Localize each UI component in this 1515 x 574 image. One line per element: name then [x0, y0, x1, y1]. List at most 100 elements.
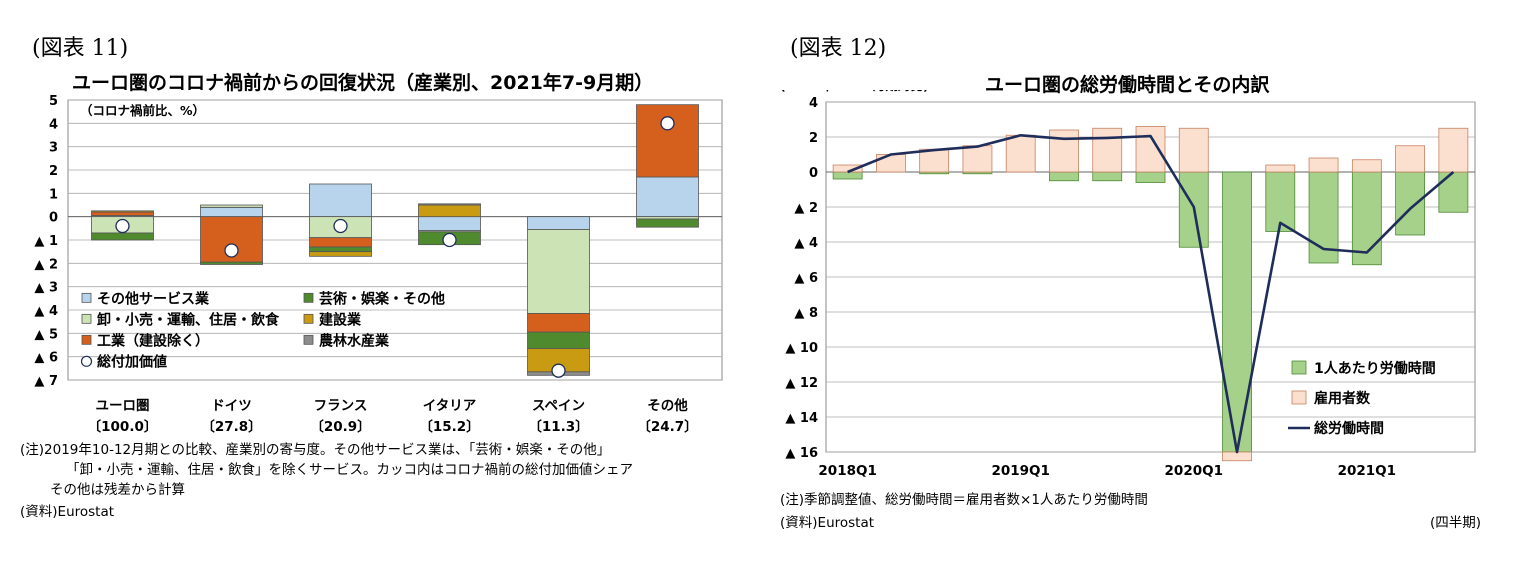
legend-swatch [81, 292, 92, 303]
total-marker [660, 116, 675, 131]
y-tick-label: 4 [809, 96, 818, 111]
y-tick-label: ▲ 1 [34, 234, 58, 249]
bar-segment [91, 210, 154, 213]
bar-segment [636, 176, 699, 218]
y-tick-label: 3 [49, 141, 58, 156]
bar-segment [1222, 171, 1252, 453]
bar-segment [919, 148, 950, 173]
bar-segment [832, 171, 863, 180]
figure-12-label: (図表 12) [790, 36, 887, 61]
x-tick-label: 2020Q1 [1165, 463, 1223, 479]
figure-12-source: (資料)Eurostat [780, 515, 875, 531]
bar-segment [527, 216, 590, 230]
legend-swatch [1291, 390, 1307, 405]
bar-segment [876, 154, 906, 173]
y-tick-label: 5 [49, 94, 58, 109]
x-tick-label: 2018Q1 [818, 463, 876, 479]
y-tick-label: ▲ 2 [34, 257, 58, 272]
y-tick-label: ▲ 12 [785, 376, 818, 391]
x-category-label: ユーロ圏 [96, 398, 150, 414]
legend-swatch [303, 313, 314, 324]
labor-hours-chart: 4 2 0 ▲ 2 ▲ 4 ▲ 6 ▲ 8 ▲ 10 ▲ 12 ▲ 14 ▲ 16 (2017年10-… [780, 90, 1476, 479]
bar-segment [1395, 171, 1425, 236]
bar-segment [309, 237, 372, 248]
bar-segment [527, 313, 590, 333]
y-axis-unit: （コロナ禍前比、%） [80, 103, 205, 118]
x-category-share: 〔24.7〕 [637, 419, 697, 435]
legend-label: 総付加価値 [97, 353, 167, 370]
bar-segment [1351, 171, 1382, 266]
figure-12-title: ユーロ圏の総労働時間とその内訳 [985, 74, 1270, 96]
bar-segment [1395, 145, 1425, 173]
x-category-label: イタリア [423, 398, 476, 414]
bar-segment [1438, 171, 1469, 213]
bar-segment [1049, 129, 1079, 173]
bar-segment [1049, 171, 1079, 182]
total-marker [115, 218, 130, 234]
figure-11-note-1: (注)2019年10-12月期との比較、産業別の寄与度。その他サービス業は、「芸… [20, 442, 611, 458]
legend-swatch [303, 334, 314, 345]
x-category-share: 〔20.9〕 [310, 419, 370, 435]
legend-label: 雇用者数 [1314, 390, 1371, 407]
bar-segment [527, 229, 590, 314]
figure-11-note-3: その他は残差から計算 [50, 482, 185, 498]
y-tick-label: ▲ 4 [794, 236, 818, 251]
figure-12-period-label: (四半期) [1430, 515, 1482, 531]
y-tick-label: ▲ 14 [785, 411, 818, 426]
total-marker [333, 218, 348, 234]
figure-11-source: (資料)Eurostat [20, 504, 115, 520]
bar-segment [91, 232, 154, 241]
y-tick-label: 1 [49, 187, 58, 202]
y-tick-label: 0 [809, 166, 818, 181]
y-tick-label: 2 [809, 131, 818, 146]
recovery-by-industry-chart: ▲ 7 ▲ 6 ▲ 5 ▲ 4 ▲ 3 ▲ 2 ▲ 1 0 1 2 3 4 5 （コロナ禍前比、%） ユーロ… [34, 94, 723, 435]
x-tick-label: 2021Q1 [1338, 463, 1396, 479]
legend-swatch [303, 292, 314, 303]
bar-segment [1178, 127, 1209, 173]
figure-11-label: (図表 11) [32, 36, 129, 61]
total-hours-line [847, 134, 1455, 454]
bar-segment [636, 104, 699, 178]
figure-12-note: (注)季節調整値、総労働時間＝雇用者数×1人あたり労働時間 [780, 492, 1148, 508]
figure-11-note-2: 「卸・小売・運輸、住居・飲食」を除くサービス。カッコ内はコロナ禍前の総付加価値シ… [66, 462, 633, 478]
bar-segment [527, 331, 590, 349]
y-tick-label: 0 [49, 211, 58, 226]
y-tick-label: ▲ 3 [34, 281, 58, 296]
legend-swatch [1291, 360, 1307, 375]
bar-segment [1135, 126, 1166, 173]
bar-segment [418, 204, 481, 218]
bar-segment [1135, 171, 1166, 183]
y-axis-unit: (2017年10-12月期対比) [780, 90, 929, 93]
y-tick-label: ▲ 5 [34, 327, 58, 342]
bar-segment [309, 183, 372, 218]
bar-segment [200, 204, 263, 208]
x-category-label: フランス [314, 398, 368, 414]
total-marker [224, 243, 239, 258]
bar-segment [309, 251, 372, 257]
y-tick-label: 2 [49, 164, 58, 179]
x-category-label: スペイン [532, 398, 585, 414]
bar-segment [91, 211, 154, 216]
bar-segment [636, 218, 699, 228]
y-tick-label: ▲ 8 [794, 306, 818, 321]
x-category-share: 〔15.2〕 [419, 419, 479, 435]
bar-segment [418, 216, 481, 232]
y-tick-label: ▲ 16 [785, 446, 818, 461]
figure-11-title: ユーロ圏のコロナ禍前からの回復状況（産業別、2021年7-9月期） [72, 72, 654, 94]
legend-label: 1人あたり労働時間 [1314, 360, 1436, 377]
bar-segment [309, 246, 372, 253]
bar-segment [1265, 164, 1296, 173]
bar-segment [962, 145, 993, 173]
x-category-share: 〔11.3〕 [528, 419, 588, 435]
y-tick-label: ▲ 7 [34, 374, 58, 389]
bar-segment [200, 206, 263, 218]
total-marker [442, 232, 457, 248]
bar-segment [200, 261, 263, 265]
x-category-label: その他 [647, 397, 688, 414]
bar-segment [418, 203, 481, 206]
bar-segment [1351, 159, 1382, 173]
legend-label: 工業（建設除く） [97, 332, 209, 349]
legend-swatch [80, 355, 93, 367]
x-category-share: 〔27.8〕 [201, 419, 261, 435]
y-tick-label: ▲ 4 [34, 304, 58, 319]
